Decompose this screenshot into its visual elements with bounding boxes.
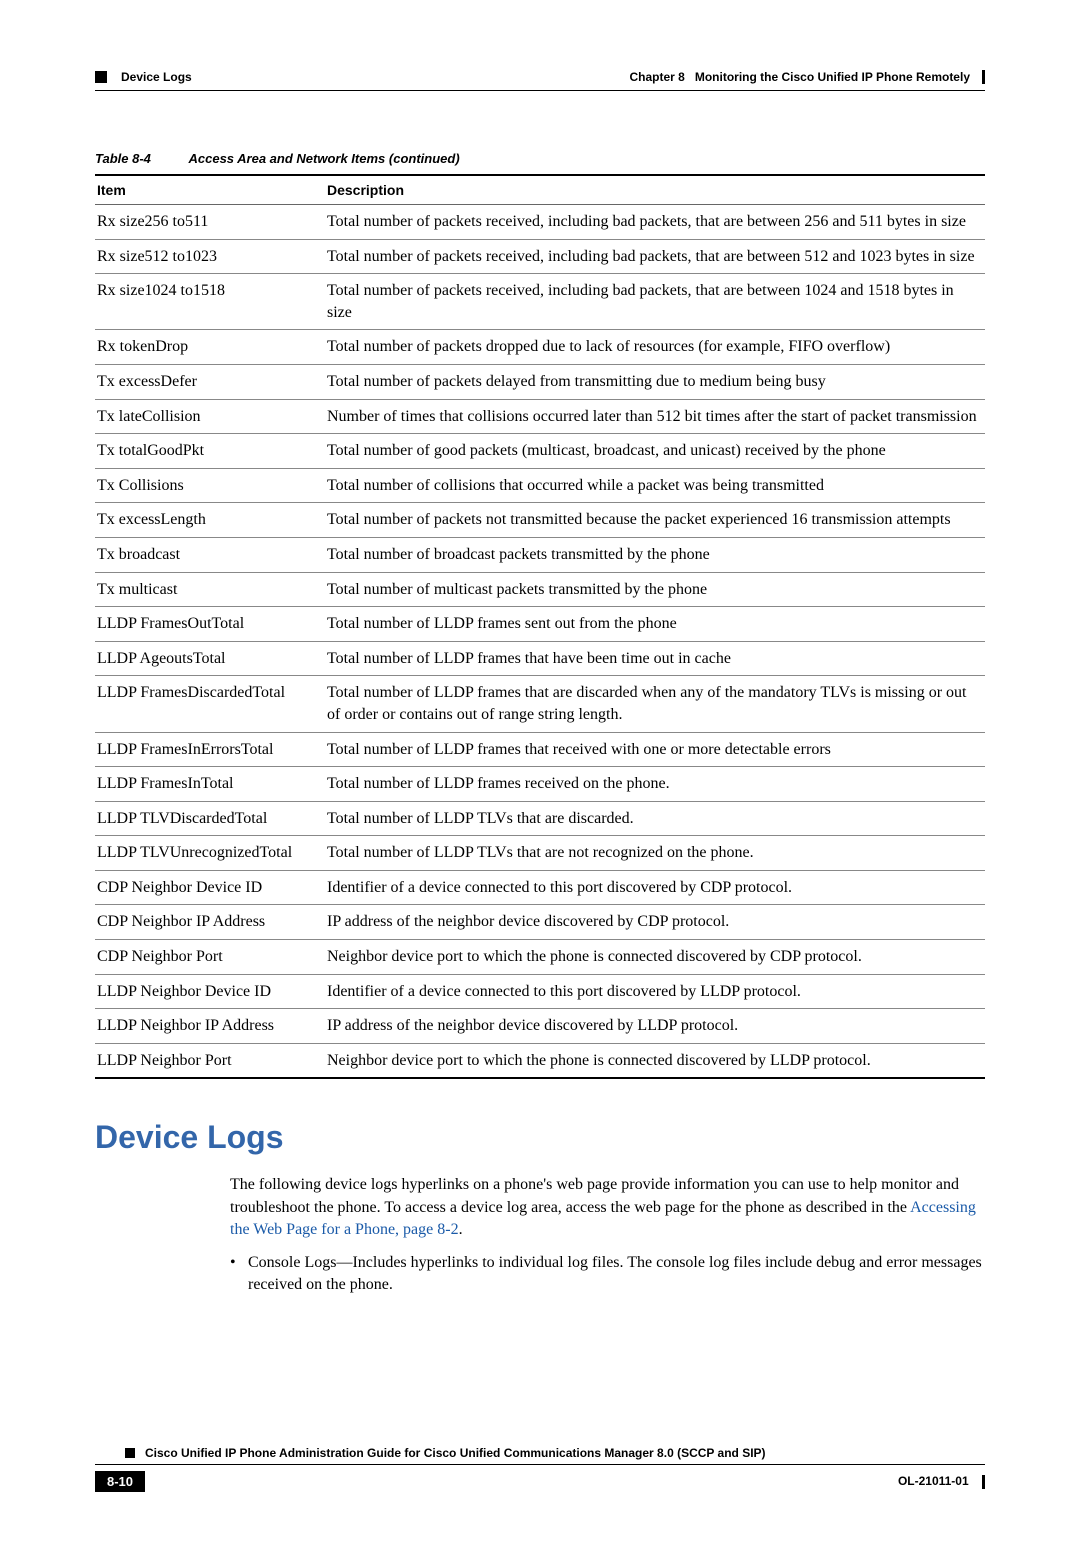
- cell-item: CDP Neighbor IP Address: [95, 905, 325, 940]
- cell-item: Tx totalGoodPkt: [95, 434, 325, 469]
- table-row: LLDP Neighbor Device IDIdentifier of a d…: [95, 974, 985, 1009]
- cell-item: Tx excessLength: [95, 503, 325, 538]
- table-row: Rx size1024 to1518Total number of packet…: [95, 274, 985, 330]
- table-row: LLDP FramesOutTotalTotal number of LLDP …: [95, 607, 985, 642]
- chapter-label: Chapter 8: [630, 70, 685, 84]
- cell-item: Rx size512 to1023: [95, 239, 325, 274]
- cell-item: Tx Collisions: [95, 468, 325, 503]
- cell-item: LLDP FramesInTotal: [95, 767, 325, 802]
- table-row: LLDP Neighbor IP AddressIP address of th…: [95, 1009, 985, 1044]
- header-bar-icon: [982, 70, 985, 84]
- table-row: LLDP FramesDiscardedTotalTotal number of…: [95, 676, 985, 732]
- col-header-item: Item: [95, 175, 325, 205]
- table-title: Access Area and Network Items (continued…: [189, 151, 460, 166]
- cell-item: LLDP AgeoutsTotal: [95, 641, 325, 676]
- footer-bar-icon: [982, 1475, 985, 1489]
- cell-desc: Total number of multicast packets transm…: [325, 572, 985, 607]
- table-row: Tx broadcastTotal number of broadcast pa…: [95, 537, 985, 572]
- cell-item: Tx lateCollision: [95, 399, 325, 434]
- cell-desc: Total number of LLDP frames sent out fro…: [325, 607, 985, 642]
- cell-desc: Total number of broadcast packets transm…: [325, 537, 985, 572]
- cell-desc: Total number of packets received, includ…: [325, 274, 985, 330]
- footer-square-icon: [125, 1448, 135, 1458]
- cell-desc: IP address of the neighbor device discov…: [325, 905, 985, 940]
- doc-id: OL-21011-01: [898, 1474, 969, 1488]
- cell-item: LLDP Neighbor Device ID: [95, 974, 325, 1009]
- cell-desc: Total number of packets not transmitted …: [325, 503, 985, 538]
- page-header: Device Logs Chapter 8 Monitoring the Cis…: [95, 70, 985, 90]
- cell-item: Tx excessDefer: [95, 364, 325, 399]
- page-footer: Cisco Unified IP Phone Administration Gu…: [95, 1446, 985, 1492]
- cell-desc: Identifier of a device connected to this…: [325, 870, 985, 905]
- header-square-icon: [95, 71, 107, 83]
- cell-item: LLDP FramesDiscardedTotal: [95, 676, 325, 732]
- table-row: Tx totalGoodPktTotal number of good pack…: [95, 434, 985, 469]
- cell-item: Rx size1024 to1518: [95, 274, 325, 330]
- cell-desc: Number of times that collisions occurred…: [325, 399, 985, 434]
- cell-item: Tx broadcast: [95, 537, 325, 572]
- cell-desc: Total number of LLDP frames received on …: [325, 767, 985, 802]
- cell-desc: Total number of LLDP TLVs that are disca…: [325, 801, 985, 836]
- cell-desc: Total number of LLDP frames that are dis…: [325, 676, 985, 732]
- cell-desc: Total number of LLDP frames that receive…: [325, 732, 985, 767]
- bullet-text: Console Logs—Includes hyperlinks to indi…: [248, 1252, 985, 1297]
- cell-desc: Total number of packets dropped due to l…: [325, 330, 985, 365]
- bullet-item: • Console Logs—Includes hyperlinks to in…: [230, 1252, 985, 1297]
- table-row: Tx excessLengthTotal number of packets n…: [95, 503, 985, 538]
- cell-item: LLDP TLVUnrecognizedTotal: [95, 836, 325, 871]
- chapter-title: Monitoring the Cisco Unified IP Phone Re…: [695, 70, 970, 84]
- cell-desc: Total number of LLDP TLVs that are not r…: [325, 836, 985, 871]
- table-row: Tx multicastTotal number of multicast pa…: [95, 572, 985, 607]
- table-row: CDP Neighbor Device IDIdentifier of a de…: [95, 870, 985, 905]
- bullet-dot-icon: •: [230, 1252, 248, 1297]
- table-row: LLDP TLVDiscardedTotalTotal number of LL…: [95, 801, 985, 836]
- cell-item: Tx multicast: [95, 572, 325, 607]
- table-row: Tx CollisionsTotal number of collisions …: [95, 468, 985, 503]
- col-header-desc: Description: [325, 175, 985, 205]
- table-row: Tx excessDeferTotal number of packets de…: [95, 364, 985, 399]
- table-row: Rx size256 to511Total number of packets …: [95, 205, 985, 240]
- table-row: Tx lateCollisionNumber of times that col…: [95, 399, 985, 434]
- table-row: LLDP FramesInErrorsTotalTotal number of …: [95, 732, 985, 767]
- section-heading: Device Logs: [95, 1119, 985, 1156]
- cell-desc: Total number of packets received, includ…: [325, 205, 985, 240]
- page-number: 8-10: [95, 1471, 145, 1492]
- para-pre: The following device logs hyperlinks on …: [230, 1176, 959, 1215]
- table-row: Rx tokenDropTotal number of packets drop…: [95, 330, 985, 365]
- network-items-table: Item Description Rx size256 to511Total n…: [95, 174, 985, 1079]
- cell-desc: Total number of LLDP frames that have be…: [325, 641, 985, 676]
- cell-desc: Total number of collisions that occurred…: [325, 468, 985, 503]
- table-caption: Table 8-4 Access Area and Network Items …: [95, 151, 985, 166]
- guide-title: Cisco Unified IP Phone Administration Gu…: [145, 1446, 766, 1460]
- table-row: CDP Neighbor PortNeighbor device port to…: [95, 940, 985, 975]
- cell-item: Rx size256 to511: [95, 205, 325, 240]
- cell-item: LLDP TLVDiscardedTotal: [95, 801, 325, 836]
- table-row: LLDP Neighbor PortNeighbor device port t…: [95, 1043, 985, 1078]
- header-rule: [95, 90, 985, 91]
- cell-item: CDP Neighbor Device ID: [95, 870, 325, 905]
- para-post: .: [459, 1221, 463, 1238]
- cell-item: LLDP Neighbor Port: [95, 1043, 325, 1078]
- table-row: Rx size512 to1023Total number of packets…: [95, 239, 985, 274]
- table-number: Table 8-4: [95, 151, 151, 166]
- cell-desc: IP address of the neighbor device discov…: [325, 1009, 985, 1044]
- cell-item: Rx tokenDrop: [95, 330, 325, 365]
- cell-desc: Neighbor device port to which the phone …: [325, 1043, 985, 1078]
- table-row: LLDP AgeoutsTotalTotal number of LLDP fr…: [95, 641, 985, 676]
- cell-desc: Identifier of a device connected to this…: [325, 974, 985, 1009]
- cell-item: LLDP FramesOutTotal: [95, 607, 325, 642]
- cell-item: LLDP FramesInErrorsTotal: [95, 732, 325, 767]
- table-row: LLDP FramesInTotalTotal number of LLDP f…: [95, 767, 985, 802]
- cell-desc: Total number of packets received, includ…: [325, 239, 985, 274]
- cell-item: LLDP Neighbor IP Address: [95, 1009, 325, 1044]
- table-row: CDP Neighbor IP AddressIP address of the…: [95, 905, 985, 940]
- table-row: LLDP TLVUnrecognizedTotalTotal number of…: [95, 836, 985, 871]
- cell-desc: Total number of good packets (multicast,…: [325, 434, 985, 469]
- cell-desc: Neighbor device port to which the phone …: [325, 940, 985, 975]
- section-paragraph: The following device logs hyperlinks on …: [230, 1174, 985, 1241]
- section-label: Device Logs: [121, 70, 192, 84]
- cell-item: CDP Neighbor Port: [95, 940, 325, 975]
- cell-desc: Total number of packets delayed from tra…: [325, 364, 985, 399]
